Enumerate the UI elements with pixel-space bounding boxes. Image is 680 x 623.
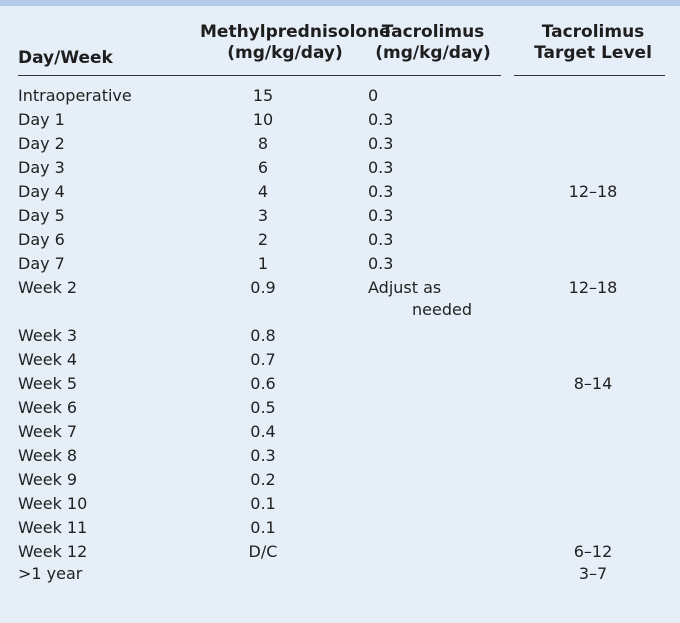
- cell-methylprednisolone: 0.9: [250, 278, 276, 297]
- top-stripe: [0, 0, 680, 6]
- cell-methylprednisolone: 8: [257, 134, 269, 153]
- cell-day: Week 12: [18, 542, 88, 561]
- table-row: Day 7 1 0.3: [0, 254, 680, 274]
- cell-day: Week 9: [18, 470, 78, 489]
- cell-day: Week 3: [18, 326, 78, 345]
- cell-tacrolimus: 0.3: [368, 158, 394, 177]
- header-tacrolimus-line2: (mg/kg/day): [375, 43, 491, 63]
- cell-methylprednisolone: 6: [257, 158, 269, 177]
- cell-day: Week 4: [18, 350, 78, 369]
- cell-methylprednisolone: 10: [252, 110, 274, 129]
- cell-tacrolimus: 0.3: [368, 206, 394, 225]
- header-methylprednisolone-line1: Methylprednisolone: [200, 22, 391, 42]
- cell-methylprednisolone: 0.8: [250, 326, 276, 345]
- cell-day: Day 2: [18, 134, 65, 153]
- cell-day: Week 7: [18, 422, 78, 441]
- header-day-week: Day/Week: [18, 48, 113, 69]
- table-row: Day 5 3 0.3: [0, 206, 680, 226]
- cell-methylprednisolone: 15: [252, 86, 274, 105]
- table-row: Week 3 0.8: [0, 326, 680, 346]
- cell-day: Week 8: [18, 446, 78, 465]
- cell-tacrolimus-line2: needed: [412, 300, 472, 319]
- cell-methylprednisolone: 0.3: [250, 446, 276, 465]
- cell-target-level: 12–18: [568, 278, 618, 297]
- cell-methylprednisolone: 0.2: [250, 470, 276, 489]
- table-row: Day 2 8 0.3: [0, 134, 680, 154]
- table-row: Intraoperative 15 0: [0, 86, 680, 106]
- cell-methylprednisolone: 3: [257, 206, 269, 225]
- cell-day: Week 6: [18, 398, 78, 417]
- table-row: Week 2 0.9 Adjust as needed 12–18: [0, 278, 680, 322]
- cell-target-level: 12–18: [568, 182, 618, 201]
- table-row: Week 11 0.1: [0, 518, 680, 538]
- table-row: Week 8 0.3: [0, 446, 680, 466]
- cell-tacrolimus: 0.3: [368, 134, 394, 153]
- cell-methylprednisolone: 0.7: [250, 350, 276, 369]
- cell-methylprednisolone: D/C: [248, 542, 278, 561]
- cell-methylprednisolone: 0.4: [250, 422, 276, 441]
- cell-day: Intraoperative: [18, 86, 132, 105]
- table-row: Week 4 0.7: [0, 350, 680, 370]
- table-header: Day/Week Methylprednisolone (mg/kg/day) …: [0, 6, 680, 78]
- header-day-week-label: Day/Week: [18, 48, 113, 68]
- cell-day: Week 11: [18, 518, 88, 537]
- cell-methylprednisolone: 1: [257, 254, 269, 273]
- cell-methylprednisolone: 0.6: [250, 374, 276, 393]
- cell-day: Day 4: [18, 182, 65, 201]
- cell-target-level: 8–14: [573, 374, 613, 393]
- table-row: Week 5 0.6 8–14: [0, 374, 680, 394]
- cell-methylprednisolone: 0.5: [250, 398, 276, 417]
- cell-target-level: 6–12: [573, 542, 613, 561]
- header-methylprednisolone-line2: (mg/kg/day): [227, 43, 343, 63]
- dosing-table: Day/Week Methylprednisolone (mg/kg/day) …: [0, 6, 680, 623]
- cell-tacrolimus: 0.3: [368, 254, 394, 273]
- cell-tacrolimus: 0.3: [368, 182, 394, 201]
- cell-methylprednisolone: 0.1: [250, 494, 276, 513]
- table-row: Week 9 0.2: [0, 470, 680, 490]
- table-row: Day 6 2 0.3: [0, 230, 680, 250]
- table-row: Day 3 6 0.3: [0, 158, 680, 178]
- cell-methylprednisolone: 0.1: [250, 518, 276, 537]
- table-row: Day 4 4 0.3 12–18: [0, 182, 680, 202]
- table-row: Week 12 D/C 6–12: [0, 542, 680, 562]
- header-target-level-line2: Target Level: [534, 43, 652, 63]
- cell-day: >1 year: [18, 564, 83, 583]
- cell-day: Day 3: [18, 158, 65, 177]
- cell-tacrolimus: 0.3: [368, 110, 394, 129]
- header-target-level: Tacrolimus Target Level: [518, 22, 668, 64]
- cell-day: Week 2: [18, 278, 78, 297]
- cell-day: Week 5: [18, 374, 78, 393]
- cell-tacrolimus-line1: Adjust as: [368, 278, 442, 297]
- cell-day: Day 6: [18, 230, 65, 249]
- table-row: Week 10 0.1: [0, 494, 680, 514]
- header-rule-left: [18, 75, 501, 76]
- cell-day: Day 1: [18, 110, 65, 129]
- cell-methylprednisolone: 4: [257, 182, 269, 201]
- cell-target-level: 3–7: [578, 564, 608, 583]
- cell-methylprednisolone: 2: [257, 230, 269, 249]
- table-row: Week 7 0.4: [0, 422, 680, 442]
- table-row: >1 year 3–7: [0, 564, 680, 584]
- cell-tacrolimus: Adjust as needed: [368, 278, 472, 320]
- header-target-level-line1: Tacrolimus: [541, 22, 645, 42]
- cell-tacrolimus: 0.3: [368, 230, 394, 249]
- table-row: Day 1 10 0.3: [0, 110, 680, 130]
- header-tacrolimus-line1: Tacrolimus: [381, 22, 485, 42]
- header-tacrolimus: Tacrolimus (mg/kg/day): [367, 22, 499, 64]
- cell-day: Day 5: [18, 206, 65, 225]
- cell-tacrolimus: 0: [368, 86, 379, 105]
- cell-day: Week 10: [18, 494, 88, 513]
- cell-day: Day 7: [18, 254, 65, 273]
- table-row: Week 6 0.5: [0, 398, 680, 418]
- header-methylprednisolone: Methylprednisolone (mg/kg/day): [200, 22, 391, 64]
- header-rule-right: [514, 75, 665, 76]
